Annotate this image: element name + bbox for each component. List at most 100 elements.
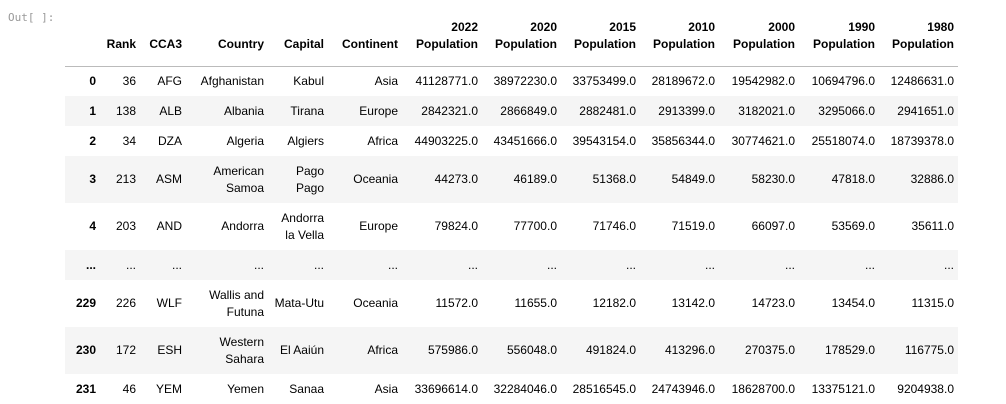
table-cell: Andorra la Vella [281, 210, 324, 242]
table-cell: YEM [155, 381, 182, 396]
row-index: 230 [75, 343, 96, 357]
table-cell: 24743946.0 [651, 381, 715, 396]
table-cell: 13454.0 [831, 296, 875, 310]
table-cell: AFG [157, 73, 182, 88]
table-cell: Wallis and Futuna [209, 287, 264, 319]
table-cell: 44273.0 [434, 172, 478, 186]
table-cell: 2842321.0 [421, 103, 478, 118]
table-cell: 413296.0 [664, 343, 715, 357]
table-cell: 66097.0 [751, 219, 795, 233]
table-cell: ESH [157, 343, 182, 357]
table-cell: 491824.0 [585, 343, 636, 357]
table-cell: ... [546, 257, 557, 272]
row-index: 231 [75, 381, 96, 396]
table-cell: WLF [156, 296, 182, 310]
row-index: ... [85, 257, 96, 272]
output-prompt: Out[ ]: [8, 11, 55, 24]
table-cell: Kabul [293, 73, 324, 88]
column-header: 2010 Population [640, 10, 719, 67]
row-index: 2 [89, 133, 96, 148]
table-cell: Sanaa [289, 381, 324, 396]
table-cell: 39543154.0 [572, 133, 636, 148]
table-cell: 2913399.0 [658, 103, 715, 118]
column-header: 1980 Population [879, 10, 958, 67]
table-cell: Andorra [221, 219, 264, 233]
table-cell: 11655.0 [514, 296, 558, 310]
table-cell: 2882481.0 [579, 103, 636, 118]
row-index: 0 [89, 73, 96, 88]
table-cell: 13142.0 [671, 296, 715, 310]
table-cell: 3295066.0 [818, 103, 875, 118]
row-index: 4 [89, 219, 96, 233]
row-index: 1 [89, 103, 96, 118]
table-cell: 226 [115, 296, 136, 310]
table-cell: 2941651.0 [897, 103, 954, 118]
table-cell: 13375121.0 [811, 381, 875, 396]
table-cell: ... [171, 257, 182, 272]
table-cell: El Aaiún [279, 343, 324, 357]
table-cell: 47818.0 [831, 172, 875, 186]
column-header: Capital [268, 10, 328, 67]
table-cell: 35856344.0 [651, 133, 715, 148]
column-header: Country [186, 10, 268, 67]
table-cell: 12182.0 [592, 296, 636, 310]
table-cell: Oceania [353, 172, 398, 186]
header-row: Rank CCA3 Country Capital Continent 2022 Popu… [65, 10, 958, 67]
table-cell: 71519.0 [671, 219, 715, 233]
table-cell: 213 [115, 172, 136, 186]
table-cell: 14723.0 [751, 296, 795, 310]
table-cell: Oceania [353, 296, 398, 310]
table-cell: ... [864, 257, 875, 272]
row-index: 229 [75, 296, 96, 310]
column-header: Continent [328, 10, 402, 67]
column-header: 2015 Population [561, 10, 640, 67]
table-cell: 77700.0 [513, 219, 557, 233]
table-cell: Asia [374, 73, 398, 88]
table-cell: 43451666.0 [493, 133, 557, 148]
table-cell: 36 [122, 73, 136, 88]
table-cell: 18628700.0 [731, 381, 795, 396]
table-cell: 28189672.0 [651, 73, 715, 88]
column-header [65, 10, 100, 67]
table-cell: 9204938.0 [897, 381, 954, 396]
table-row: 2 34 DZA Algeria Algiers Africa 44903225.0 4345… [65, 126, 958, 156]
column-header: Rank [100, 10, 140, 67]
table-cell: DZA [158, 133, 182, 148]
table-cell: AND [156, 219, 182, 233]
table-cell: 30774621.0 [731, 133, 795, 148]
table-cell: Pago Pago [295, 163, 324, 195]
table-cell: Africa [367, 343, 398, 357]
table-cell: Asia [374, 381, 398, 396]
column-header: 2020 Population [482, 10, 561, 67]
table-cell: 32886.0 [910, 172, 954, 186]
table-cell: 10694796.0 [811, 73, 875, 88]
table-cell: Tirana [290, 103, 324, 118]
table-row: 3 213 ASM American Samoa Pago Pago Oceania 442… [65, 156, 958, 203]
table-cell: 46189.0 [513, 172, 557, 186]
table-row: 0 36 AFG Afghanistan Kabul Asia 41128771.0 3897… [65, 66, 958, 96]
table-cell: 54849.0 [671, 172, 715, 186]
table-cell: 11315.0 [911, 296, 955, 310]
column-header: 2022 Population [402, 10, 482, 67]
table-cell: ... [943, 257, 954, 272]
table-cell: 178529.0 [824, 343, 875, 357]
table-cell: 32284046.0 [493, 381, 557, 396]
column-header: 2000 Population [719, 10, 799, 67]
table-row: 230 172 ESH Western Sahara El Aaiún Africa 575… [65, 327, 958, 374]
table-cell: 53569.0 [831, 219, 875, 233]
table-cell: ... [125, 257, 136, 272]
table-cell: ASM [155, 172, 182, 186]
table-cell: Mata-Utu [274, 296, 324, 310]
table-cell: ... [313, 257, 324, 272]
row-index: 3 [89, 172, 96, 186]
table-cell: 38972230.0 [493, 73, 557, 88]
table-cell: ... [704, 257, 715, 272]
table-cell: 11572.0 [435, 296, 479, 310]
table-cell: 33753499.0 [572, 73, 636, 88]
table-cell: ... [253, 257, 264, 272]
table-cell: 71746.0 [592, 219, 636, 233]
table-cell: Afghanistan [200, 73, 264, 88]
table-cell: ... [467, 257, 478, 272]
table-cell: Europe [359, 219, 398, 233]
